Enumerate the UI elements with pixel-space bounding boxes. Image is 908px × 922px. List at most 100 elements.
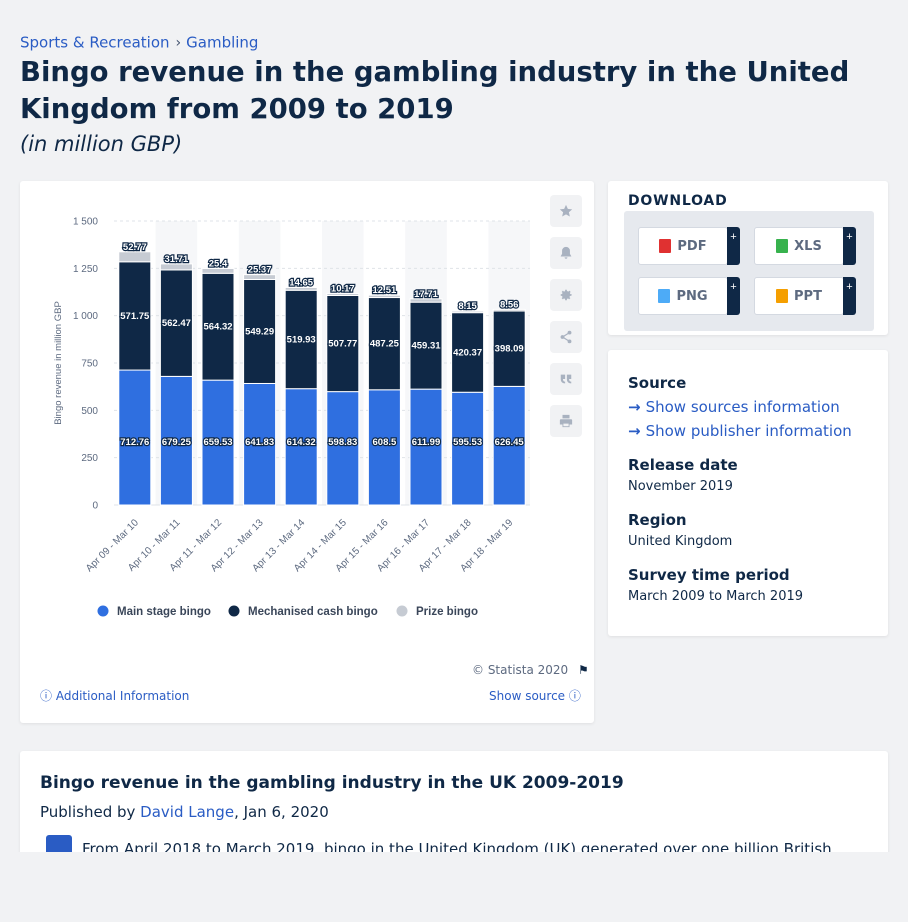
legend-marker (396, 605, 408, 617)
data-label: 659.53 (203, 437, 232, 448)
data-label: 549.29 (245, 326, 274, 337)
bar-prize-bingo (118, 251, 152, 263)
pdf-plus-button[interactable]: + (727, 227, 740, 265)
quote-icon[interactable] (550, 363, 582, 395)
bar-prize-bingo (284, 286, 318, 291)
breadcrumb: Sports & Recreation › Gambling (20, 33, 258, 52)
data-label: 8.15 (458, 301, 477, 312)
bar-prize-bingo (367, 294, 401, 299)
bar-mechanised-cash-bingo (367, 297, 401, 391)
data-label: 611.99 (412, 437, 441, 448)
data-label: 679.25 (162, 437, 192, 448)
data-label: 598.83 (328, 437, 357, 448)
star-icon[interactable] (550, 195, 582, 227)
y-tick-label: 1 500 (73, 217, 98, 228)
data-label: 712.76 (120, 437, 149, 448)
download-xls-button[interactable]: XLS (754, 227, 844, 265)
legend-marker (97, 605, 109, 617)
data-label: 608.5 (373, 437, 397, 448)
gear-icon[interactable] (550, 279, 582, 311)
data-label: 595.53 (453, 437, 482, 448)
y-tick-label: 1 250 (73, 264, 98, 275)
author-link[interactable]: David Lange (140, 803, 235, 821)
y-tick-label: 1 000 (73, 311, 98, 322)
show-source-label: Show source (489, 689, 566, 703)
ppt-plus-button[interactable]: + (843, 277, 856, 315)
bar-mechanised-cash-bingo (243, 278, 277, 384)
arrow-right-icon: → (628, 422, 641, 440)
bar-mechanised-cash-bingo (409, 301, 443, 390)
flag-icon[interactable]: ⚑ (578, 663, 589, 677)
bar-prize-bingo (201, 267, 235, 274)
legend-label: Mechanised cash bingo (248, 606, 378, 618)
survey-period-label: Survey time period (628, 566, 790, 584)
chevron-right-icon: › (175, 34, 182, 51)
data-label: 562.47 (162, 318, 191, 329)
pdf-file-icon (659, 239, 672, 253)
ppt-file-icon (776, 289, 789, 303)
data-label: 614.32 (287, 437, 316, 448)
xls-label: XLS (794, 238, 822, 254)
data-label: 459.31 (411, 341, 441, 352)
info-card: Source → Show sources information → Show p… (608, 350, 888, 636)
bar-main-stage-bingo (367, 389, 401, 506)
survey-period-value: March 2009 to March 2019 (628, 589, 804, 604)
share-icon[interactable] (550, 321, 582, 353)
release-date-label: Release date (628, 456, 738, 474)
png-file-icon (658, 289, 671, 303)
data-label: 398.09 (495, 344, 524, 355)
data-label: 25.4 (209, 258, 228, 269)
xls-plus-button[interactable]: + (843, 227, 856, 265)
download-ppt-button[interactable]: PPT (754, 277, 844, 315)
bar-main-stage-bingo (243, 382, 277, 506)
release-date-value: November 2019 (628, 479, 733, 494)
source-label: Source (628, 374, 687, 392)
print-icon[interactable] (550, 405, 582, 437)
show-sources-label: Show sources information (645, 398, 840, 416)
legend-label: Main stage bingo (117, 606, 211, 618)
bottom-banner (0, 852, 908, 922)
additional-information-link[interactable]: ⓘ Additional Information (40, 687, 189, 704)
chart-copyright[interactable]: © Statista 2020 ⚑ (472, 663, 589, 677)
download-card: DOWNLOAD PDF + XLS + PNG + PPT + (608, 181, 888, 335)
bar-prize-bingo (451, 310, 485, 314)
download-options: PDF + XLS + PNG + PPT + (624, 211, 874, 331)
bell-icon[interactable] (550, 237, 582, 269)
show-publisher-label: Show publisher information (645, 422, 852, 440)
info-circle-icon: ⓘ (40, 689, 53, 703)
region-label: Region (628, 511, 687, 529)
legend-marker (228, 605, 240, 617)
published-by-label: Published by (40, 803, 136, 821)
copyright-text: © Statista 2020 (472, 663, 569, 677)
bar-prize-bingo (243, 274, 277, 280)
data-label: 641.83 (245, 437, 274, 448)
data-label: 12.51 (373, 285, 397, 296)
download-pdf-button[interactable]: PDF (638, 227, 728, 265)
data-label: 8.56 (500, 299, 519, 310)
png-plus-button[interactable]: + (727, 277, 740, 315)
data-label: 10.17 (331, 284, 355, 295)
region-value: United Kingdom (628, 534, 733, 549)
data-label: 52.77 (123, 242, 147, 253)
bar-mechanised-cash-bingo (492, 310, 526, 387)
show-publisher-link[interactable]: → Show publisher information (628, 422, 852, 440)
bar-mechanised-cash-bingo (284, 289, 318, 390)
breadcrumb-item-sports[interactable]: Sports & Recreation (20, 33, 170, 52)
bar-main-stage-bingo (326, 391, 360, 506)
download-png-button[interactable]: PNG (638, 277, 728, 315)
legend-label: Prize bingo (416, 606, 478, 618)
data-label: 25.37 (248, 265, 272, 276)
chart-card: 0 250 500 750 1 000 1 250 1 500 Bingo revenue i… (20, 181, 594, 723)
data-label: 14.65 (289, 277, 313, 288)
y-tick-label: 500 (81, 406, 98, 417)
bar-prize-bingo (492, 308, 526, 312)
byline: Published by David Lange, Jan 6, 2020 (40, 803, 329, 821)
page-title: Bingo revenue in the gambling industry i… (20, 56, 850, 125)
y-tick-label: 250 (81, 453, 98, 464)
download-heading: DOWNLOAD (628, 193, 728, 209)
show-sources-link[interactable]: → Show sources information (628, 398, 840, 416)
show-source-link[interactable]: Show source ⓘ (489, 687, 581, 704)
arrow-right-icon: → (628, 398, 641, 416)
breadcrumb-item-gambling[interactable]: Gambling (186, 33, 259, 52)
y-tick-label: 0 (92, 501, 98, 512)
